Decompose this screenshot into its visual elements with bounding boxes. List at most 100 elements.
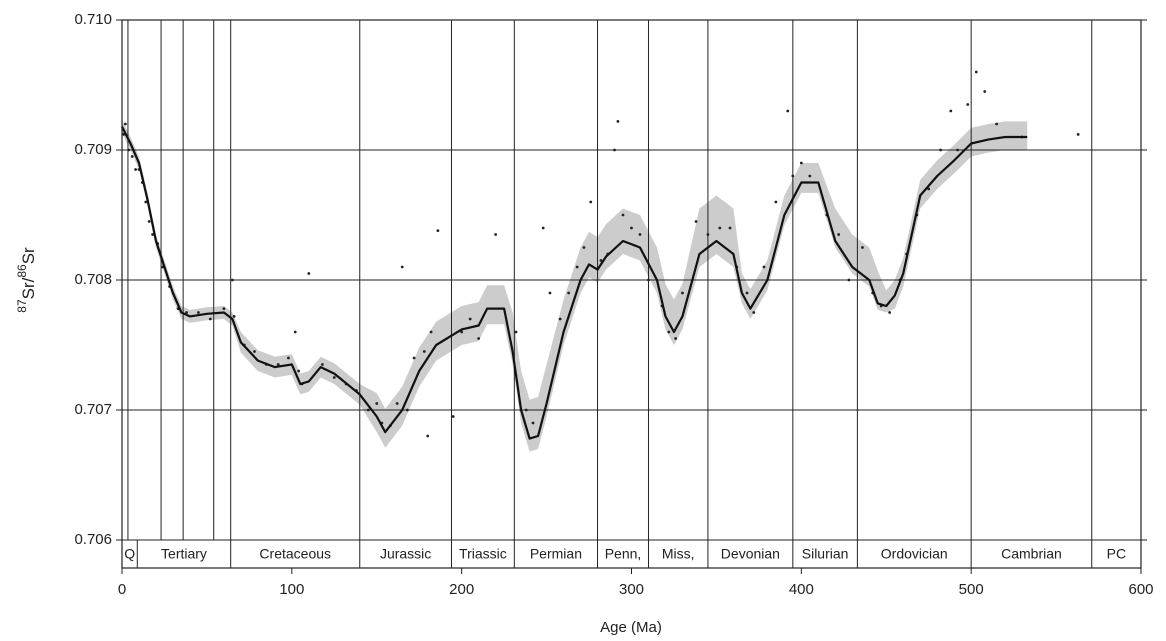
y-label-part: 87 <box>15 299 29 313</box>
sample-point <box>956 148 959 152</box>
period-label: Ordovician <box>881 546 948 562</box>
x-axis-label: Age (Ma) <box>600 619 662 636</box>
y-label-part: Sr <box>19 247 38 264</box>
sample-point <box>297 369 301 373</box>
sample-point <box>548 291 552 295</box>
sample-point <box>514 330 518 334</box>
sample-point <box>808 174 812 178</box>
sample-point <box>412 356 416 360</box>
sample-point <box>494 233 498 236</box>
sample-point <box>422 350 426 353</box>
sample-point <box>861 246 864 249</box>
sample-point <box>762 265 766 269</box>
sample-point <box>405 408 409 412</box>
sample-point <box>949 109 953 113</box>
sample-point <box>599 259 603 262</box>
sample-point <box>222 307 226 310</box>
period-label: Triassic <box>459 546 507 562</box>
period-label: Cretaceous <box>259 546 331 562</box>
sample-point <box>541 226 545 230</box>
period-label: Permian <box>530 546 582 562</box>
y-axis-label: 87Sr/86Sr <box>15 247 38 313</box>
sample-point <box>451 415 455 418</box>
period-label: Devonian <box>721 546 780 562</box>
sample-point <box>837 233 841 236</box>
sample-point <box>147 220 151 223</box>
period-label: PC <box>1107 546 1126 562</box>
sample-point <box>647 278 650 282</box>
sample-point <box>575 265 579 269</box>
sample-point <box>208 317 212 321</box>
x-tick-label: 300 <box>619 581 644 598</box>
sample-point <box>995 122 999 126</box>
sample-point <box>752 311 756 314</box>
sample-point <box>123 122 127 126</box>
sample-point <box>400 265 404 269</box>
period-label: Miss, <box>662 546 695 562</box>
sample-point <box>531 421 535 425</box>
sample-point <box>745 291 749 295</box>
period-label: Silurian <box>802 546 849 562</box>
period-label: Q <box>124 546 135 562</box>
sample-point <box>847 278 851 282</box>
sample-point <box>613 148 616 152</box>
period-label: Cambrian <box>1001 546 1062 562</box>
sample-point <box>197 311 200 314</box>
sample-point <box>966 103 970 106</box>
sample-point <box>366 408 370 412</box>
sample-point <box>674 337 678 340</box>
plot-frame <box>121 19 1142 569</box>
sample-point <box>144 200 148 204</box>
y-tick-label: 0.706 <box>74 531 112 548</box>
sample-point <box>375 402 379 405</box>
sample-point <box>130 155 134 158</box>
x-tick-label: 0 <box>118 581 126 598</box>
sample-point <box>791 174 795 178</box>
sample-point <box>321 363 324 366</box>
sample-point <box>232 315 236 318</box>
sample-point <box>1076 133 1080 136</box>
sample-point <box>468 317 472 321</box>
period-label: Penn, <box>605 546 642 562</box>
y-tick-label: 0.710 <box>74 11 112 28</box>
sample-point <box>888 311 892 314</box>
period-label: Tertiary <box>161 546 207 562</box>
sample-point <box>253 350 256 353</box>
sample-point <box>983 90 987 93</box>
x-tick-label: 600 <box>1128 581 1153 598</box>
sample-point <box>477 337 481 340</box>
sample-point <box>638 233 642 236</box>
sample-point <box>621 213 625 217</box>
sample-point <box>524 408 528 412</box>
sample-point <box>927 187 931 191</box>
period-label: Jurassic <box>380 546 431 562</box>
sample-point <box>426 434 430 438</box>
sample-point <box>582 246 586 249</box>
sample-point <box>616 120 620 123</box>
sample-point <box>460 330 464 334</box>
y-tick-label: 0.708 <box>74 271 112 288</box>
sample-point <box>151 233 154 236</box>
sample-point <box>276 363 280 366</box>
x-tick-label: 200 <box>449 581 474 598</box>
sample-point <box>230 278 234 282</box>
sample-point <box>681 291 684 295</box>
sample-point <box>127 148 131 152</box>
sample-point <box>706 233 710 236</box>
y-tick-label: 0.709 <box>74 141 112 158</box>
sample-point <box>718 226 722 230</box>
sample-point <box>332 376 336 379</box>
sample-point <box>134 168 137 171</box>
sample-point <box>567 291 571 295</box>
sample-point <box>630 226 633 230</box>
x-tick-label: 500 <box>959 581 984 598</box>
sample-point <box>395 402 399 405</box>
sample-point <box>939 148 942 152</box>
sample-point <box>667 330 671 334</box>
sample-point <box>974 70 978 74</box>
x-tick-label: 400 <box>789 581 814 598</box>
trend-line <box>121 126 1028 440</box>
sample-point <box>799 161 803 165</box>
sample-point <box>429 330 433 334</box>
